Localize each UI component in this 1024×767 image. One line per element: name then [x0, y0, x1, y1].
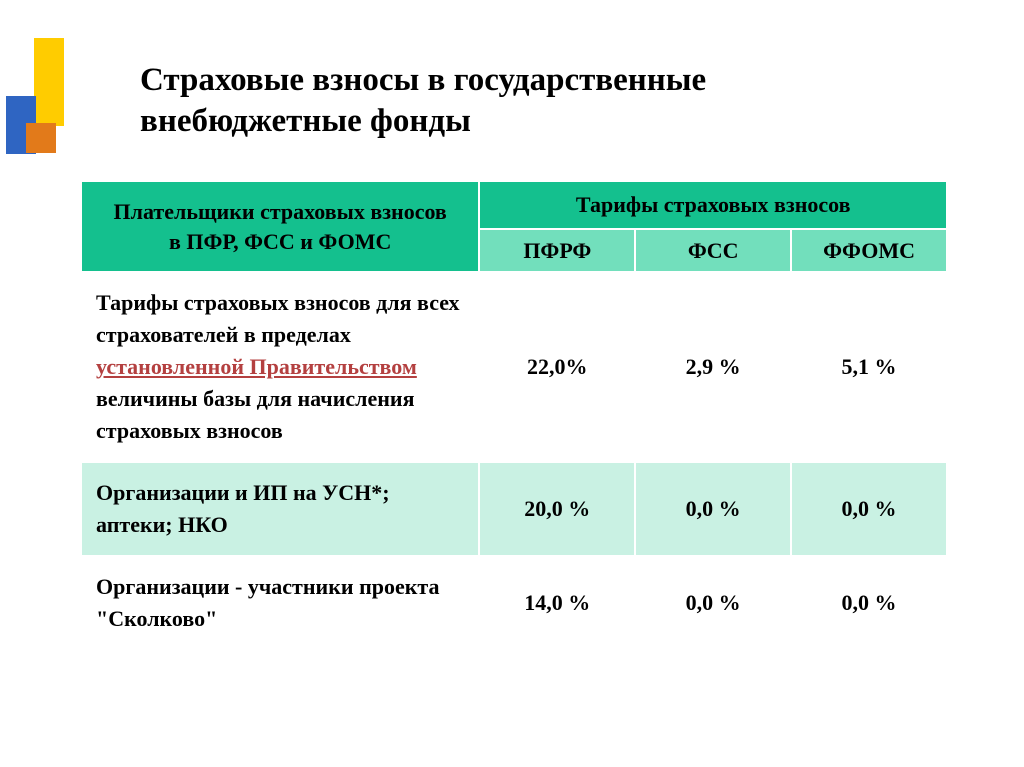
cell-pfrf: 22,0%	[479, 272, 635, 461]
yellow-rect	[34, 38, 64, 126]
row-label-pre: Организации - участники проекта "Сколков…	[96, 574, 440, 631]
row-label-link: установленной Правительством	[96, 354, 417, 379]
table-row: Тарифы страховых взносов для всех страхо…	[81, 272, 947, 461]
subhead-pfrf: ПФРФ	[479, 229, 635, 273]
orange-rect	[26, 123, 56, 153]
tariffs-table: Плательщики страховых взносов в ПФР, ФСС…	[80, 180, 948, 650]
table-row: Организации и ИП на УСН*; аптеки; НКО 20…	[81, 462, 947, 556]
table-row: Организации - участники проекта "Сколков…	[81, 556, 947, 650]
cell-fss: 0,0 %	[635, 462, 791, 556]
cell-pfrf: 14,0 %	[479, 556, 635, 650]
slide-title: Страховые взносы в государственные внебю…	[140, 60, 880, 143]
cell-ffoms: 5,1 %	[791, 272, 947, 461]
row-label-post: величины базы для начисления страховых в…	[96, 386, 415, 443]
row-label: Организации и ИП на УСН*; аптеки; НКО	[81, 462, 479, 556]
row-label: Организации - участники проекта "Сколков…	[81, 556, 479, 650]
subhead-ffoms: ФФОМС	[791, 229, 947, 273]
row-label-pre: Тарифы страховых взносов для всех страхо…	[96, 290, 460, 347]
cell-ffoms: 0,0 %	[791, 556, 947, 650]
row-label: Тарифы страховых взносов для всех страхо…	[81, 272, 479, 461]
tariffs-table-wrap: Плательщики страховых взносов в ПФР, ФСС…	[80, 180, 948, 650]
cell-pfrf: 20,0 %	[479, 462, 635, 556]
corner-shapes	[6, 38, 66, 153]
header-payers: Плательщики страховых взносов в ПФР, ФСС…	[81, 181, 479, 272]
cell-ffoms: 0,0 %	[791, 462, 947, 556]
cell-fss: 2,9 %	[635, 272, 791, 461]
cell-fss: 0,0 %	[635, 556, 791, 650]
subhead-fss: ФСС	[635, 229, 791, 273]
header-tariffs: Тарифы страховых взносов	[479, 181, 947, 229]
row-label-pre: Организации и ИП на УСН*; аптеки; НКО	[96, 480, 390, 537]
